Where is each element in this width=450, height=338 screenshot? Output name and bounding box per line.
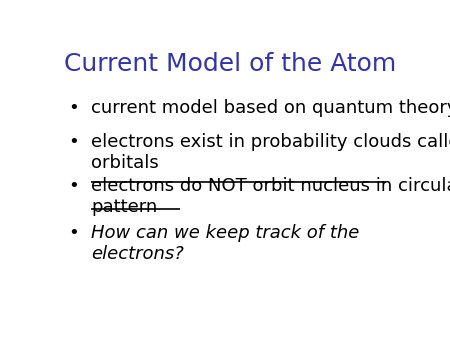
Text: •: •	[68, 99, 79, 117]
Text: How can we keep track of the
electrons?: How can we keep track of the electrons?	[91, 224, 360, 263]
Text: electrons do NOT orbit nucleus in circular
pattern: electrons do NOT orbit nucleus in circul…	[91, 177, 450, 216]
Text: Current Model of the Atom: Current Model of the Atom	[64, 52, 397, 76]
Text: •: •	[68, 224, 79, 242]
Text: current model based on quantum theory: current model based on quantum theory	[91, 99, 450, 117]
Text: •: •	[68, 133, 79, 151]
Text: electrons exist in probability clouds called
orbitals: electrons exist in probability clouds ca…	[91, 133, 450, 172]
Text: •: •	[68, 177, 79, 195]
